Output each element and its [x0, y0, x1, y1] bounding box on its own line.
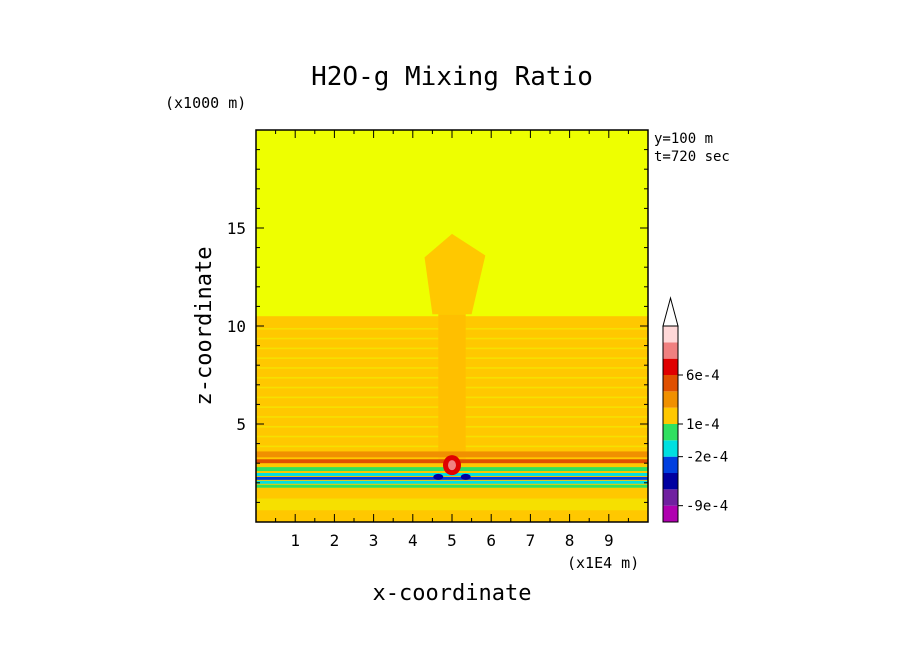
colorbar-segment — [663, 407, 678, 424]
field-band — [256, 480, 648, 484]
plot-area — [256, 130, 648, 522]
x-tick-label: 7 — [526, 531, 536, 550]
chart-title: H2O-g Mixing Ratio — [311, 62, 593, 92]
colorbar-segment — [663, 375, 678, 392]
colorbar-segment — [663, 489, 678, 506]
colorbar-label: -2e-4 — [686, 450, 728, 466]
y-tick-label: 5 — [236, 415, 246, 434]
field-surface-strip — [256, 498, 648, 511]
colorbar-segment — [663, 326, 678, 343]
x-unit-label: (x1E4 m) — [567, 554, 639, 572]
field-blue-spot — [460, 473, 471, 480]
y-tick-label: 15 — [227, 219, 246, 238]
field-band — [256, 484, 648, 488]
field-column — [438, 314, 466, 464]
annotation-y: y=100 m — [654, 131, 713, 147]
colorbar-segment — [663, 473, 678, 490]
x-tick-label: 1 — [290, 531, 300, 550]
colorbar-label: 1e-4 — [686, 417, 720, 433]
colorbar-segment — [663, 440, 678, 457]
y-unit-label: (x1000 m) — [165, 94, 246, 112]
colorbar-segment — [663, 456, 678, 473]
field-core-center — [448, 460, 456, 471]
colorbar-label: 6e-4 — [686, 368, 720, 384]
colorbar-segment — [663, 391, 678, 408]
field-blue-spot — [433, 473, 444, 480]
y-axis-label: z-coordinate — [192, 247, 217, 406]
annotation-t: t=720 sec — [654, 149, 730, 165]
x-tick-label: 9 — [604, 531, 614, 550]
x-tick-label: 2 — [330, 531, 340, 550]
x-tick-label: 5 — [447, 531, 457, 550]
x-tick-label: 4 — [408, 531, 418, 550]
x-axis-label: x-coordinate — [373, 581, 532, 606]
colorbar-segment — [663, 424, 678, 441]
colorbar-segment — [663, 358, 678, 375]
x-tick-label: 8 — [565, 531, 575, 550]
colorbar: 6e-4 1e-4 -2e-4 -9e-4 — [662, 296, 728, 523]
colorbar-segment — [663, 342, 678, 359]
x-tick-label: 3 — [369, 531, 379, 550]
x-tick-label: 6 — [486, 531, 496, 550]
field-plume — [424, 233, 486, 315]
field-band — [256, 451, 648, 458]
axes: 1 2 3 4 5 6 7 8 9 5 10 15 — [227, 129, 649, 550]
field-band — [256, 476, 648, 480]
colorbar-label: -9e-4 — [686, 499, 728, 515]
colorbar-extend-arrow — [662, 296, 679, 327]
y-tick-label: 10 — [227, 317, 246, 336]
colorbar-segment — [663, 505, 678, 522]
